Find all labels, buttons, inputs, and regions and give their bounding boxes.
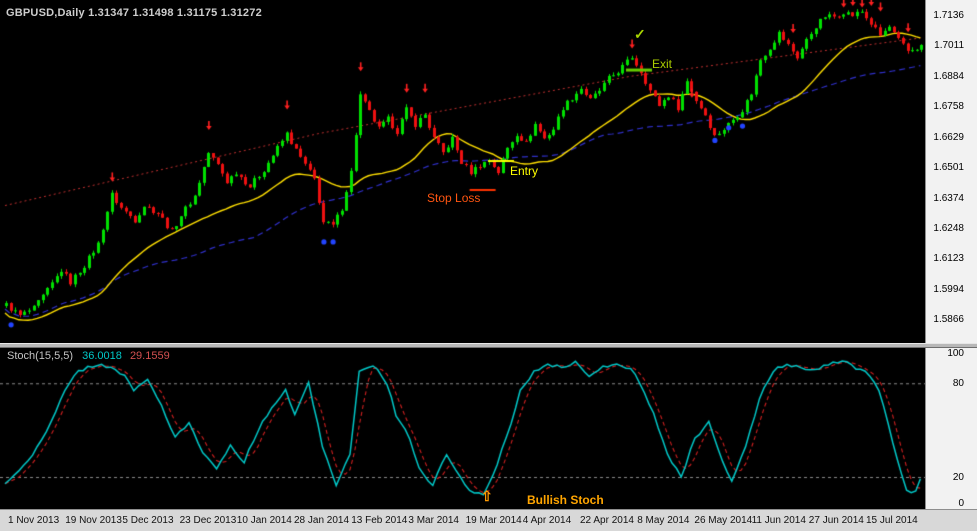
ohlc-values: 1.31347 1.31498 1.31175 1.31272 <box>88 7 262 19</box>
main-chart-panel[interactable] <box>0 0 925 343</box>
stochastic-axis[interactable]: 100 80 20 0 <box>926 348 977 509</box>
main-chart-canvas[interactable] <box>0 0 925 343</box>
price-axis-label: 1.7136 <box>933 10 964 21</box>
axis-separator <box>925 0 926 509</box>
date-axis-label: 3 Mar 2014 <box>408 515 459 526</box>
stochastic-canvas[interactable] <box>0 348 925 509</box>
stop-loss-label[interactable]: Stop Loss <box>427 191 481 205</box>
stoch-axis-label: 20 <box>952 472 964 483</box>
price-axis-label: 1.6629 <box>933 132 964 143</box>
date-axis-label: 23 Dec 2013 <box>179 515 237 526</box>
price-axis-label: 1.6374 <box>933 193 964 204</box>
indicator-title[interactable]: Stoch(15,5,5) 36.0018 29.1559 <box>7 350 170 362</box>
date-axis-label: 10 Jan 2014 <box>236 515 292 526</box>
date-axis-label: 19 Mar 2014 <box>465 515 522 526</box>
price-axis[interactable]: 1.7136 1.7011 1.6884 1.6758 1.6629 1.6501 1.63… <box>926 0 977 343</box>
stoch-axis-label: 100 <box>947 348 964 359</box>
date-axis-label: 5 Dec 2013 <box>122 515 174 526</box>
date-axis-label: 1 Nov 2013 <box>8 515 60 526</box>
bullish-stoch-label[interactable]: Bullish Stoch <box>527 493 604 507</box>
price-axis-label: 1.7011 <box>934 40 964 51</box>
price-axis-label: 1.6248 <box>933 223 964 234</box>
date-axis-label: 4 Apr 2014 <box>522 515 572 526</box>
date-axis-label: 26 May 2014 <box>694 515 753 526</box>
entry-label[interactable]: Entry <box>510 164 539 178</box>
price-axis-label: 1.6758 <box>933 101 964 112</box>
bullish-arrow-icon: ⇧ <box>481 488 493 504</box>
symbol-title: GBPUSD,Daily 1.31347 1.31498 1.31175 1.3… <box>6 7 262 19</box>
panel-splitter[interactable] <box>0 343 977 348</box>
price-axis-label: 1.5994 <box>933 284 964 295</box>
date-axis-label: 13 Feb 2014 <box>351 515 408 526</box>
date-axis-label: 27 Jun 2014 <box>808 515 864 526</box>
date-axis-label: 19 Nov 2013 <box>65 515 122 526</box>
indicator-signal-value: 29.1559 <box>129 350 170 362</box>
date-axis-label: 11 Jun 2014 <box>751 515 806 526</box>
price-axis-label: 1.6501 <box>933 162 964 173</box>
stochastic-panel[interactable] <box>0 348 925 509</box>
date-axis-label: 28 Jan 2014 <box>294 515 350 526</box>
symbol-name: GBPUSD,Daily <box>6 7 85 19</box>
stoch-axis-label: 80 <box>952 378 964 389</box>
stoch-axis-label: 0 <box>958 498 964 509</box>
date-axis[interactable]: 1 Nov 2013 19 Nov 2013 5 Dec 2013 23 Dec 20… <box>0 509 977 531</box>
exit-label[interactable]: Exit <box>652 57 673 71</box>
indicator-main-value: 36.0018 <box>82 350 122 362</box>
indicator-name: Stoch(15,5,5) <box>7 350 74 362</box>
price-axis-label: 1.6884 <box>933 71 964 82</box>
date-axis-label: 22 Apr 2014 <box>580 515 634 526</box>
date-axis-label: 8 May 2014 <box>637 515 690 526</box>
date-axis-label: 15 Jul 2014 <box>866 515 918 526</box>
price-axis-label: 1.5866 <box>933 314 964 325</box>
price-axis-label: 1.6123 <box>933 253 964 264</box>
exit-check-icon: ✓ <box>634 26 646 42</box>
